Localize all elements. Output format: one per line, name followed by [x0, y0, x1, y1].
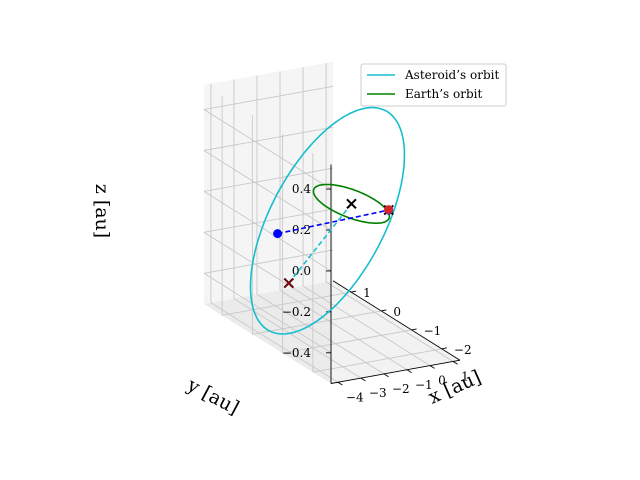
- axis-lines: [330, 164, 461, 384]
- asteroid-orbit-line: [249, 106, 406, 335]
- z-tick-label: 0.0: [292, 264, 311, 278]
- connector-line-0: [277, 209, 389, 235]
- z-grid-left: [203, 231, 332, 313]
- x-tick: [406, 369, 412, 373]
- x-tick: [452, 361, 458, 365]
- z-grid-back: [203, 126, 334, 151]
- z-axis-label: z [au]: [91, 184, 113, 238]
- x-tick-label: −4: [346, 390, 364, 404]
- y-tick-label: −1: [424, 324, 442, 338]
- z-tick-label: 0.4: [292, 182, 311, 196]
- point-asteroid-cross-overlay: [283, 278, 294, 289]
- point-asteroid: [273, 229, 283, 239]
- x-axis-label: x [au]: [425, 366, 484, 409]
- x-grid-floor: [210, 302, 339, 383]
- z-grid-back: [203, 85, 334, 111]
- x-axis-line: [330, 359, 461, 384]
- z-tick-label: 0.2: [292, 223, 311, 237]
- connector-line-1: [288, 203, 353, 284]
- z-grid-left: [203, 272, 332, 354]
- x-tick: [383, 373, 389, 378]
- z-tick-label: −0.2: [282, 305, 311, 319]
- legend-label-asteroid: Asteroid’s orbit: [404, 68, 499, 82]
- x-tick-label: −2: [392, 382, 410, 396]
- x-tick: [360, 377, 366, 382]
- point-sun: [346, 198, 357, 210]
- y-grid-floor: [222, 291, 352, 316]
- point-earth-body-overlay: [384, 205, 394, 215]
- x-tick-label: 1: [461, 369, 469, 383]
- legend: Asteroid’s orbit Earth’s orbit: [360, 63, 507, 107]
- legend-label-earth: Earth’s orbit: [405, 87, 482, 101]
- z-tick-label: −0.4: [282, 346, 312, 360]
- y-axis-label: y [au]: [183, 374, 243, 420]
- x-grid-floor: [256, 294, 385, 375]
- x-tick-label: −3: [369, 386, 387, 400]
- y-axis-line: [332, 280, 461, 361]
- y-grid-floor: [252, 310, 382, 335]
- x-tick: [429, 365, 435, 369]
- y-tick: [351, 290, 357, 293]
- axes-panes: [204, 61, 460, 384]
- tick-marks: [326, 188, 458, 386]
- data-marks: [249, 106, 406, 335]
- y-tick-label: 0: [393, 305, 401, 319]
- earth-orbit-line: [312, 183, 391, 224]
- y-tick-label: 1: [363, 286, 371, 300]
- y-grid-floor: [312, 348, 442, 373]
- x-tick-label: 0: [438, 374, 446, 388]
- legend-frame: [360, 63, 507, 107]
- y-grid-floor: [282, 329, 412, 354]
- grid-lines: [203, 62, 454, 383]
- tick-labels: −4 −3 −2 −1 0 1 1 0 −1 −2 0.4 0.2 0.0 −0.2 −0.4: [282, 182, 472, 404]
- x-tick-label: −1: [415, 378, 433, 392]
- y-tick: [441, 347, 447, 350]
- x-grid-floor: [325, 281, 454, 362]
- x-grid-floor: [233, 298, 362, 379]
- point-sun-stroke-b: [346, 198, 357, 210]
- x-tick: [337, 381, 343, 386]
- point-asteroid-cross-overlay-stroke-b: [283, 278, 294, 289]
- back-wall-pane: [204, 61, 333, 305]
- z-grid-back: [203, 208, 334, 233]
- x-grid-floor: [302, 285, 431, 366]
- z-grid-left: [203, 150, 332, 231]
- y-tick-label: −2: [454, 343, 472, 357]
- z-grid-back: [203, 167, 334, 192]
- y-tick: [381, 309, 387, 312]
- y-tick: [411, 328, 417, 331]
- z-grid-left: [203, 109, 332, 190]
- x-grid-floor: [279, 289, 408, 371]
